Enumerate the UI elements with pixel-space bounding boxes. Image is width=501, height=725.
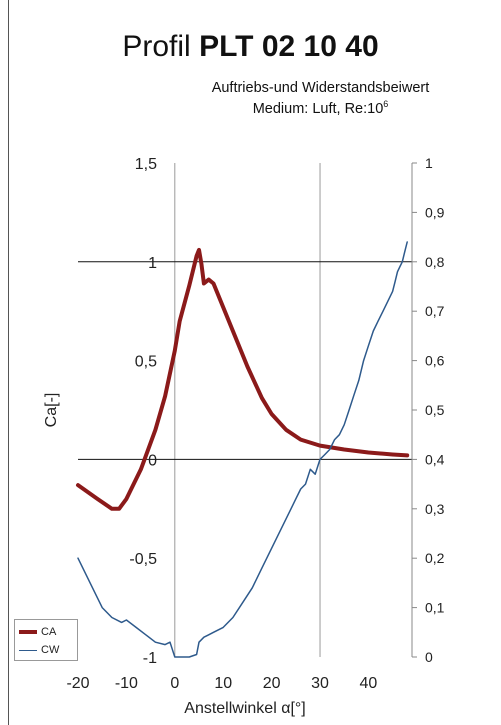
left-axis-tick-label-3: 0,5 [135, 354, 157, 371]
x-axis-tick-label-2: 0 [170, 675, 179, 692]
chart-axes [411, 162, 417, 658]
chart-subtitle-line2: Medium: Luft, Re:106 [70, 99, 501, 117]
right-axis-tick-label-0: 0 [425, 649, 433, 665]
chart-grid [78, 163, 412, 657]
legend: CA CW [14, 619, 78, 661]
legend-label-cw: CW [41, 644, 60, 656]
chart-series [76, 241, 410, 658]
legend-swatch-ca [19, 630, 37, 634]
x-axis-tick-label-4: 20 [263, 675, 281, 692]
left-axis-tick-label-2: 0 [148, 452, 157, 469]
right-axis-tick-label-10: 1 [425, 155, 433, 171]
right-axis-tick-label-5: 0,5 [425, 402, 445, 418]
x-axis-tick-label-5: 30 [311, 675, 329, 692]
right-axis-tick-label-6: 0,6 [425, 353, 445, 369]
chart-title: Profil PLT 02 10 40 [0, 30, 501, 64]
left-axis-tick-label-5: 1,5 [135, 156, 157, 173]
series-line-cw [77, 241, 408, 658]
left-axis-tick-label-0: -1 [143, 650, 157, 667]
left-axis-tick-label-1: -0,5 [129, 551, 157, 568]
legend-label-ca: CA [41, 626, 57, 638]
subtitle-line2-text: Medium: Luft, Re:10 [252, 101, 384, 117]
x-axis-title: Anstellwinkel α[°] [184, 700, 305, 717]
y-axis-title: Ca[-] [43, 393, 60, 428]
right-axis-tick-label-9: 0,9 [425, 204, 445, 220]
legend-swatch-cw [19, 649, 37, 651]
right-axis-tick-label-4: 0,4 [425, 451, 445, 467]
x-axis-tick-label-6: 40 [360, 675, 378, 692]
right-axis-tick-label-2: 0,2 [425, 550, 445, 566]
x-axis-tick-label-0: -20 [66, 675, 89, 692]
legend-item-ca: CA [19, 626, 56, 638]
x-axis-tick-label-3: 10 [214, 675, 232, 692]
title-prefix: Profil [122, 30, 191, 63]
x-axis-tick-label-1: -10 [115, 675, 138, 692]
series-line-ca [76, 247, 410, 511]
right-axis-tick-label-7: 0,7 [425, 303, 445, 319]
right-axis-tick-label-1: 0,1 [425, 600, 445, 616]
title-profile-name: PLT 02 10 40 [199, 30, 379, 63]
left-axis-tick-label-4: 1 [148, 255, 157, 272]
right-axis-tick-label-3: 0,3 [425, 501, 445, 517]
subtitle-line2-superscript: 6 [383, 99, 389, 110]
right-axis-tick-label-8: 0,8 [425, 254, 445, 270]
legend-item-cw: CW [19, 644, 59, 656]
chart-subtitle-line1: Auftriebs-und Widerstandsbeiwert [211, 80, 430, 96]
chart-frame-left-border [8, 0, 9, 725]
chart-tick-labels: 0 0,1 0,2 0,3 0,4 0,5 0,6 0,7 0,8 0,9 1 -1 -0,5 0 0,5 1… [43, 155, 445, 717]
